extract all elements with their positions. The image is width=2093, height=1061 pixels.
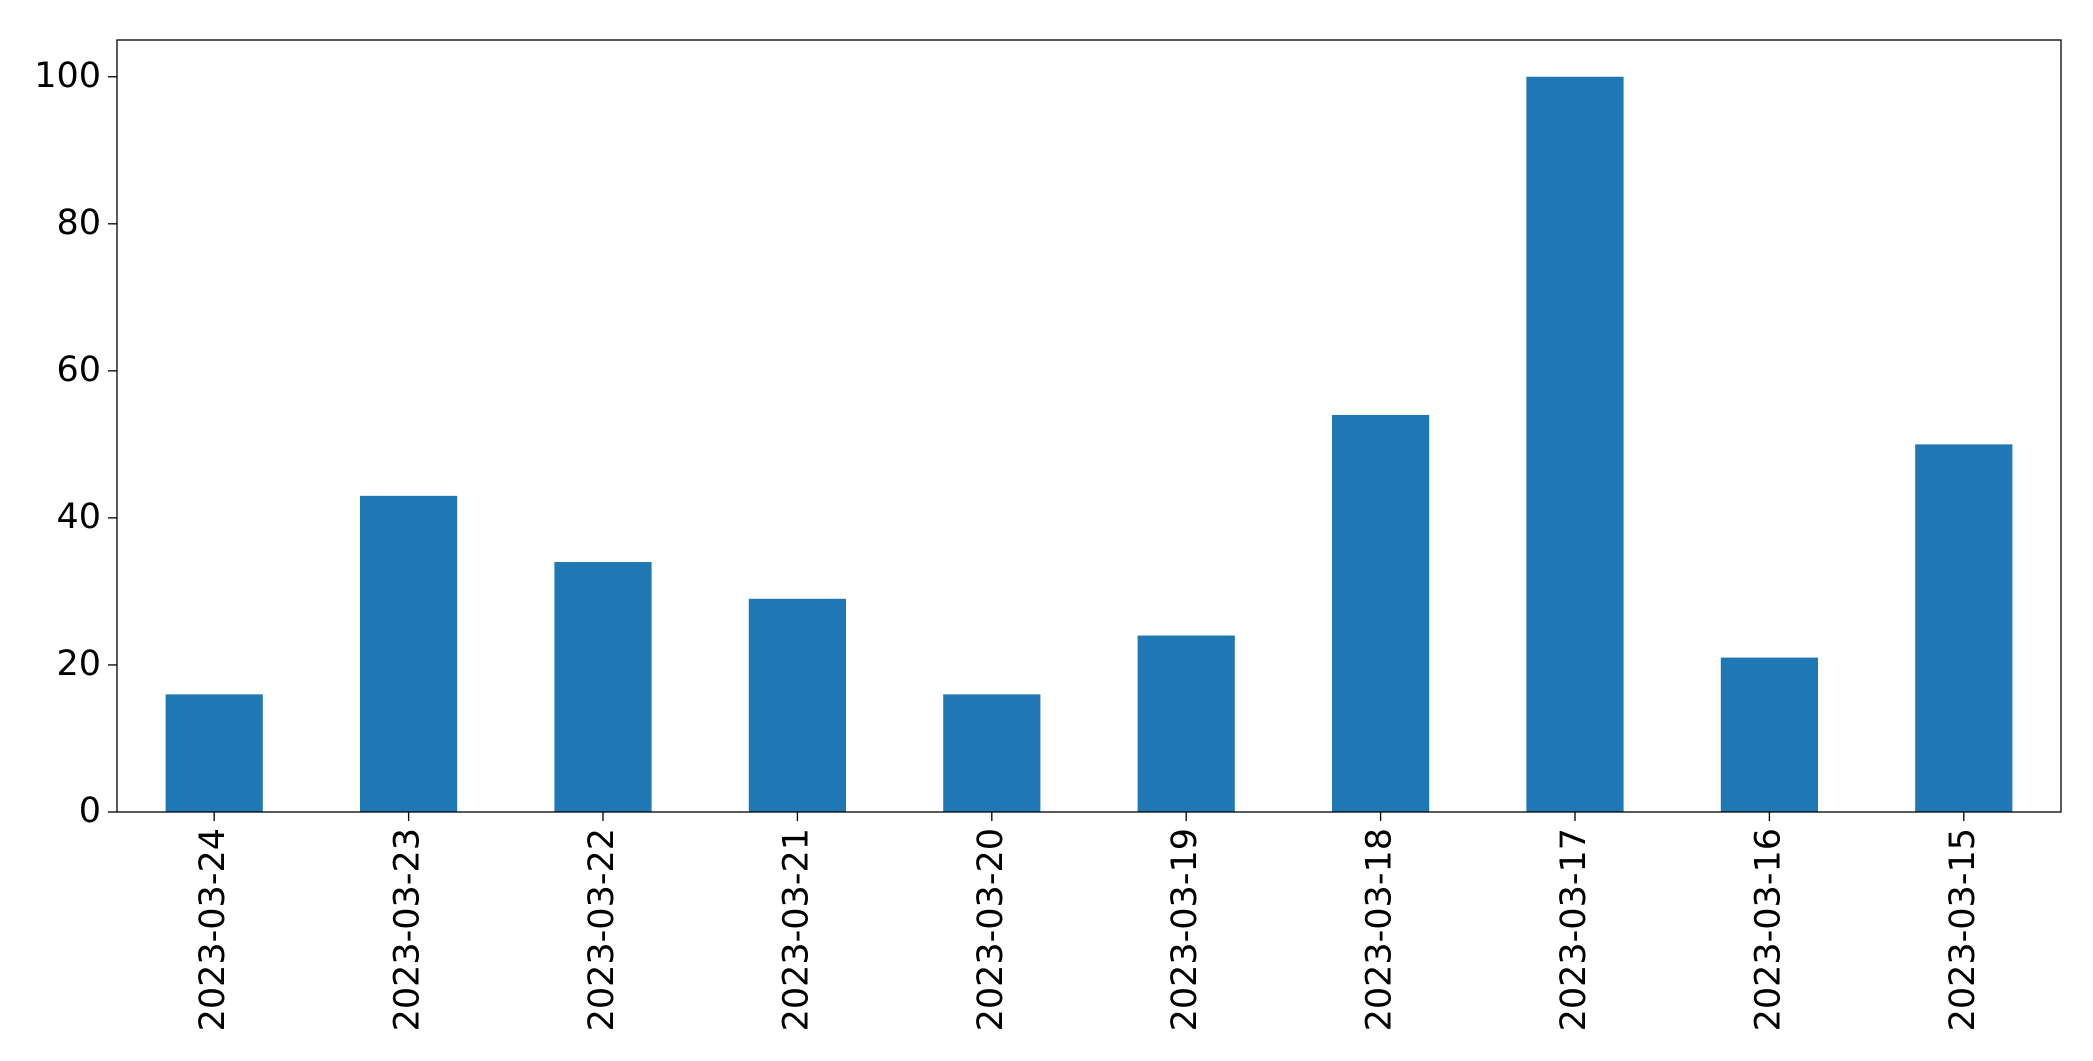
x-tick-label: 2023-03-22 <box>582 828 622 1031</box>
x-tick-label: 2023-03-19 <box>1165 828 1205 1031</box>
x-tick-label: 2023-03-21 <box>776 828 816 1031</box>
y-tick-label: 0 <box>79 791 101 831</box>
plot-frame <box>116 39 2062 813</box>
bar <box>554 562 652 812</box>
bar <box>360 495 458 812</box>
x-tick-label: 2023-03-23 <box>388 828 428 1031</box>
x-tick-label: 2023-03-20 <box>971 828 1011 1031</box>
bar <box>165 694 263 812</box>
y-tick-label: 20 <box>56 644 101 684</box>
bar <box>1720 657 1818 812</box>
x-tick-label: 2023-03-24 <box>193 828 233 1031</box>
x-tick-label: 2023-03-16 <box>1748 828 1788 1031</box>
y-tick-label: 60 <box>56 350 101 390</box>
bar <box>1137 635 1235 812</box>
x-tick-label: 2023-03-18 <box>1360 828 1400 1031</box>
bar <box>748 598 846 812</box>
bar <box>1526 76 1624 812</box>
x-tick-label: 2023-03-15 <box>1943 828 1983 1031</box>
bar <box>943 694 1041 812</box>
y-tick-label: 80 <box>56 203 101 243</box>
x-tick-label: 2023-03-17 <box>1554 828 1594 1031</box>
bar <box>1332 414 1430 812</box>
y-tick-label: 40 <box>56 497 101 537</box>
y-tick-label: 100 <box>34 56 101 96</box>
bar <box>1915 444 2013 812</box>
